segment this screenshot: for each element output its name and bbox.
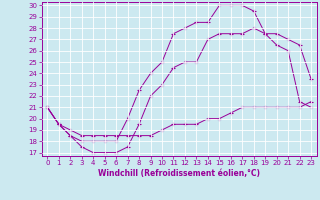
X-axis label: Windchill (Refroidissement éolien,°C): Windchill (Refroidissement éolien,°C) — [98, 169, 260, 178]
